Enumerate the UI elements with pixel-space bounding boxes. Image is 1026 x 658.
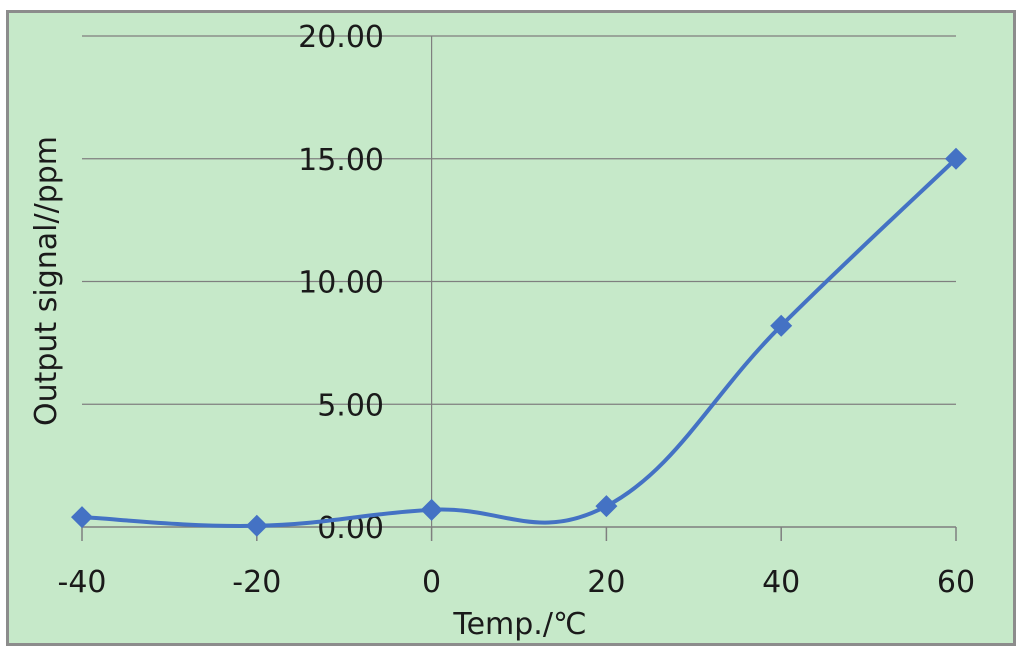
y-tick-label: 20.00 xyxy=(298,20,384,55)
y-tick-label: 15.00 xyxy=(298,143,384,178)
data-point-1 xyxy=(245,514,268,537)
x-tick-label: 40 xyxy=(762,565,800,600)
data-markers xyxy=(71,147,967,537)
data-point-2 xyxy=(420,498,443,521)
data-point-0 xyxy=(71,506,93,529)
y-tick-label: 5.00 xyxy=(317,388,384,423)
chart-frame xyxy=(6,10,1016,646)
x-tick-label: 0 xyxy=(422,565,441,600)
data-point-5 xyxy=(945,147,967,170)
x-tick-label: -40 xyxy=(58,565,107,600)
x-tick-label: 60 xyxy=(937,565,975,600)
axes xyxy=(81,36,957,541)
y-axis-title: Output signal//ppm xyxy=(29,136,64,426)
x-axis-title: Temp./℃ xyxy=(452,607,586,642)
data-point-4 xyxy=(770,314,793,337)
x-tick-label: -20 xyxy=(232,565,281,600)
series-line xyxy=(81,157,958,528)
data-point-3 xyxy=(595,495,618,518)
x-tick-label: 20 xyxy=(587,565,625,600)
y-tick-label: 10.00 xyxy=(298,266,384,301)
gridlines xyxy=(82,35,956,405)
